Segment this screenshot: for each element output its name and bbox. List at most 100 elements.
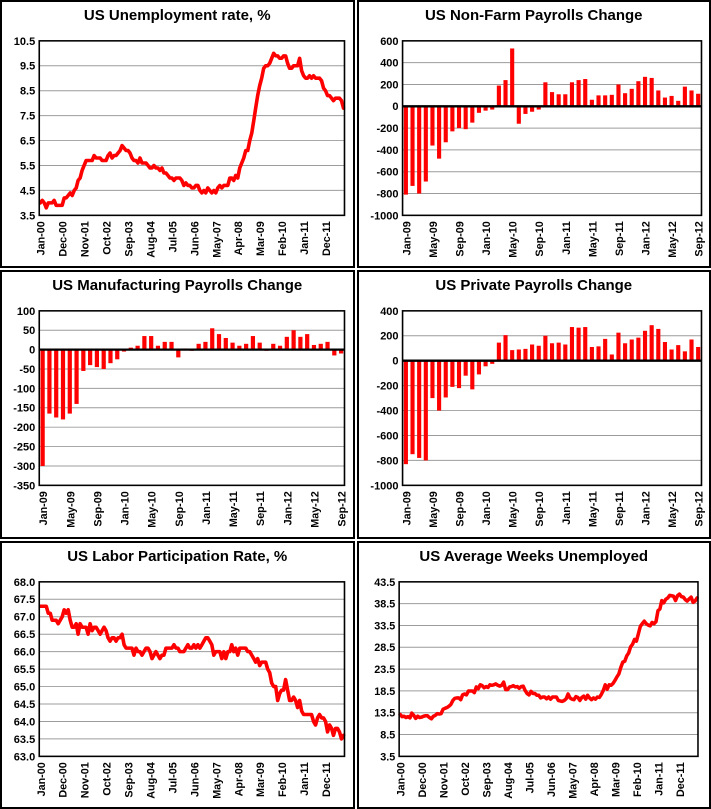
svg-text:Aug-04: Aug-04 (145, 221, 157, 258)
svg-text:Sep-12: Sep-12 (693, 221, 705, 256)
svg-text:Jan-11: Jan-11 (560, 221, 572, 255)
chart-cell-private-payrolls: US Private Payrolls Change 400 200 0 -200 -4… (356, 270, 711, 539)
svg-text:43.5: 43.5 (374, 576, 395, 588)
svg-text:Jul-05: Jul-05 (167, 221, 179, 252)
svg-text:Jan-11: Jan-11 (299, 762, 311, 796)
svg-text:Sep-10: Sep-10 (534, 221, 546, 256)
svg-text:63.0: 63.0 (14, 751, 35, 763)
svg-text:Jan-11: Jan-11 (560, 492, 572, 526)
svg-text:Jan-09: Jan-09 (38, 492, 50, 526)
svg-text:May-12: May-12 (309, 492, 321, 529)
svg-text:23.5: 23.5 (374, 664, 395, 676)
svg-text:-800: -800 (376, 189, 398, 201)
svg-text:-1000: -1000 (370, 481, 398, 493)
svg-text:50: 50 (23, 326, 35, 338)
svg-text:Oct-02: Oct-02 (101, 221, 113, 255)
average-weeks-unemployed-plot: 43.5 38.5 33.5 28.5 23.5 18.5 13.5 8.5 3.5Jan-00… (374, 576, 699, 799)
svg-text:Sep-09: Sep-09 (454, 492, 466, 527)
svg-text:Jul-05: Jul-05 (167, 762, 179, 793)
svg-text:Sep-12: Sep-12 (337, 492, 349, 527)
chart-cell-unemployment-rate: US Unemployment rate, % 10.5 9.5 8.5 7.5 6.5… (0, 0, 355, 269)
svg-text:Sep-10: Sep-10 (174, 492, 186, 527)
chart-title: US Unemployment rate, % (83, 7, 271, 24)
svg-text:600: 600 (380, 36, 398, 48)
svg-text:Mar-09: Mar-09 (255, 762, 267, 797)
chart-title: US Manufacturing Payrolls Change (52, 277, 303, 295)
svg-text:May-07: May-07 (211, 221, 223, 258)
svg-text:Jan-10: Jan-10 (119, 492, 131, 526)
svg-text:Aug-04: Aug-04 (145, 762, 157, 799)
chart-title: US Private Payrolls Change (435, 277, 633, 295)
svg-text:May-07: May-07 (567, 762, 579, 799)
svg-text:Sep-09: Sep-09 (92, 492, 104, 527)
svg-text:Jan-00: Jan-00 (36, 762, 48, 796)
svg-text:5.5: 5.5 (20, 161, 35, 173)
svg-text:-50: -50 (19, 364, 35, 376)
svg-text:Nov-01: Nov-01 (438, 762, 450, 798)
svg-text:0: 0 (29, 345, 35, 357)
svg-text:-100: -100 (13, 384, 35, 396)
svg-text:3.5: 3.5 (20, 210, 35, 222)
svg-text:63.5: 63.5 (14, 734, 35, 746)
svg-text:400: 400 (380, 58, 398, 70)
svg-text:Sep-03: Sep-03 (481, 762, 493, 797)
svg-text:-400: -400 (376, 406, 398, 418)
svg-text:-200: -200 (376, 123, 398, 135)
svg-text:Jan-10: Jan-10 (481, 221, 493, 255)
svg-text:May-10: May-10 (507, 221, 519, 258)
svg-text:May-10: May-10 (507, 492, 519, 529)
svg-text:Jan-12: Jan-12 (640, 221, 652, 255)
svg-text:Sep-03: Sep-03 (123, 221, 135, 256)
svg-text:May-09: May-09 (427, 492, 439, 529)
svg-text:65.0: 65.0 (14, 681, 35, 693)
svg-text:Sep-12: Sep-12 (693, 492, 705, 527)
svg-text:Feb-10: Feb-10 (631, 762, 643, 797)
svg-text:May-11: May-11 (587, 492, 599, 528)
svg-text:4.5: 4.5 (20, 185, 35, 197)
svg-text:Jan-09: Jan-09 (401, 492, 413, 526)
svg-text:Apr-08: Apr-08 (233, 221, 245, 255)
chart-cell-labor-participation: US Labor Participation Rate, % 68.0 67.5 6… (0, 540, 355, 809)
svg-text:Sep-11: Sep-11 (613, 221, 625, 256)
svg-text:18.5: 18.5 (374, 685, 395, 697)
svg-text:Jun-06: Jun-06 (189, 762, 201, 797)
svg-text:Dec-11: Dec-11 (321, 221, 333, 256)
svg-text:-600: -600 (376, 431, 398, 443)
svg-text:Jul-05: Jul-05 (524, 762, 536, 793)
svg-text:-250: -250 (13, 442, 35, 454)
svg-text:Jan-10: Jan-10 (481, 492, 493, 526)
svg-text:Sep-10: Sep-10 (534, 492, 546, 527)
svg-text:Jan-00: Jan-00 (36, 221, 48, 255)
svg-text:Oct-02: Oct-02 (459, 762, 471, 796)
svg-text:Sep-11: Sep-11 (255, 492, 267, 527)
svg-text:66.5: 66.5 (14, 629, 35, 641)
svg-text:0: 0 (392, 356, 398, 368)
svg-text:6.5: 6.5 (20, 136, 35, 148)
svg-text:Jan-12: Jan-12 (282, 492, 294, 526)
svg-text:Dec-00: Dec-00 (58, 221, 70, 256)
svg-text:8.5: 8.5 (20, 86, 35, 98)
svg-text:Aug-04: Aug-04 (502, 762, 514, 799)
svg-text:Dec-00: Dec-00 (58, 762, 70, 797)
svg-text:Sep-03: Sep-03 (123, 762, 135, 797)
svg-text:Dec-00: Dec-00 (417, 762, 429, 797)
svg-text:May-11: May-11 (587, 221, 599, 257)
svg-text:0: 0 (392, 101, 398, 113)
svg-text:Sep-09: Sep-09 (454, 221, 466, 256)
svg-text:10.5: 10.5 (14, 36, 35, 48)
svg-text:Apr-08: Apr-08 (588, 762, 600, 796)
svg-text:Feb-10: Feb-10 (277, 762, 289, 797)
svg-text:8.5: 8.5 (380, 729, 395, 741)
svg-text:3.5: 3.5 (380, 751, 395, 763)
svg-text:May-07: May-07 (211, 762, 223, 799)
svg-text:May-11: May-11 (228, 492, 240, 528)
svg-text:Oct-02: Oct-02 (101, 762, 113, 796)
svg-text:May-12: May-12 (667, 492, 679, 529)
chart-title: US Non-Farm Payrolls Change (424, 7, 643, 24)
svg-text:-400: -400 (376, 145, 398, 157)
svg-text:May-09: May-09 (427, 221, 439, 258)
